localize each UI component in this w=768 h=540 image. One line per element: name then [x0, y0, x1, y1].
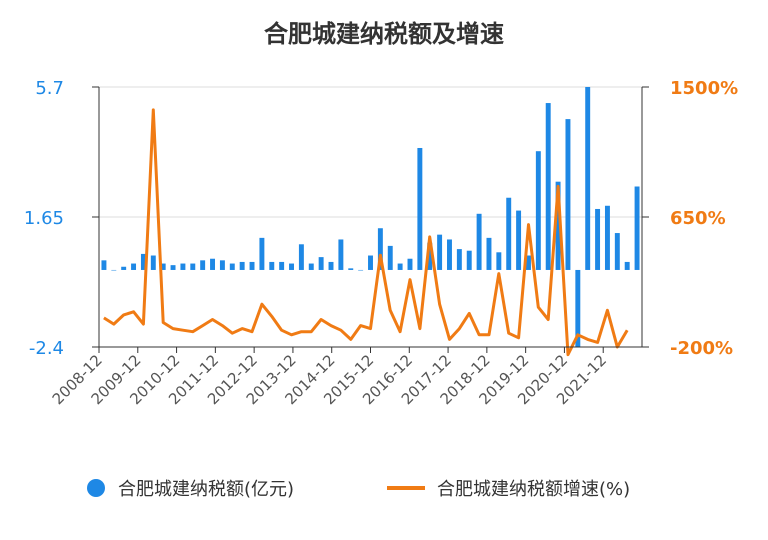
- bar: [170, 265, 176, 270]
- bar: [417, 147, 423, 270]
- bar: [437, 234, 443, 270]
- bar: [308, 263, 314, 270]
- bar: [447, 239, 452, 270]
- bar: [496, 252, 502, 270]
- bar: [279, 261, 285, 270]
- bar: [160, 263, 166, 270]
- bar: [111, 269, 117, 271]
- bar: [516, 210, 522, 270]
- legend-bar-label: 合肥城建纳税额(亿元): [118, 479, 294, 500]
- bar: [131, 263, 137, 270]
- legend: 合肥城建纳税额(亿元) 合肥城建纳税额增速(%): [87, 479, 630, 500]
- right-tick-label: 650%: [670, 208, 726, 229]
- bar: [565, 119, 571, 270]
- left-tick-label: 1.65: [24, 208, 64, 229]
- bar: [328, 261, 334, 270]
- bar: [200, 260, 206, 270]
- bar: [259, 237, 265, 270]
- right-axis-ticks: 1500% 650% -200%: [642, 78, 738, 359]
- bar: [101, 260, 107, 270]
- legend-line-label: 合肥城建纳税额增速(%): [437, 479, 630, 500]
- bar: [575, 269, 581, 347]
- bar: [525, 255, 531, 270]
- bar: [298, 244, 304, 270]
- bar: [624, 261, 630, 270]
- bar: [595, 208, 601, 270]
- bar: [338, 239, 344, 270]
- bar: [555, 181, 561, 270]
- bar: [358, 269, 364, 271]
- bar: [486, 237, 492, 270]
- bar: [545, 103, 551, 270]
- bar: [219, 260, 225, 270]
- bar: [614, 233, 620, 270]
- left-axis-ticks: 5.7 1.65 -2.4: [24, 78, 99, 359]
- bar: [397, 263, 403, 270]
- bar: [269, 261, 275, 270]
- bar: [249, 261, 255, 270]
- line-series: [103, 108, 629, 357]
- bar: [368, 255, 373, 270]
- bar: [239, 261, 245, 270]
- legend-bar-swatch: [87, 479, 105, 497]
- bar: [466, 250, 472, 270]
- bar: [190, 263, 196, 270]
- bar: [506, 197, 512, 270]
- bar: [427, 242, 433, 270]
- bar: [456, 249, 462, 270]
- bar: [289, 263, 294, 270]
- bar: [348, 268, 354, 270]
- bar: [585, 87, 591, 270]
- bar: [150, 255, 156, 270]
- left-tick-label: 5.7: [35, 78, 64, 99]
- bar: [229, 263, 235, 270]
- bar: [476, 213, 482, 270]
- bar: [377, 228, 383, 270]
- left-tick-label: -2.4: [29, 338, 64, 359]
- bar: [634, 186, 640, 270]
- bar-series: [101, 87, 640, 347]
- bar: [318, 257, 324, 270]
- bar: [387, 245, 393, 270]
- bar: [210, 258, 216, 270]
- growth-line: [103, 108, 629, 357]
- right-tick-label: 1500%: [670, 78, 738, 99]
- bar: [121, 266, 127, 270]
- bar: [604, 205, 610, 270]
- x-axis-ticks: 2008-122009-122010-122011-122012-122013-…: [49, 347, 610, 408]
- bar: [535, 151, 541, 270]
- chart-title: 合肥城建纳税额及增速: [264, 20, 504, 48]
- right-tick-label: -200%: [670, 338, 733, 359]
- bar: [180, 263, 186, 270]
- bar: [140, 253, 146, 270]
- bar: [407, 258, 413, 270]
